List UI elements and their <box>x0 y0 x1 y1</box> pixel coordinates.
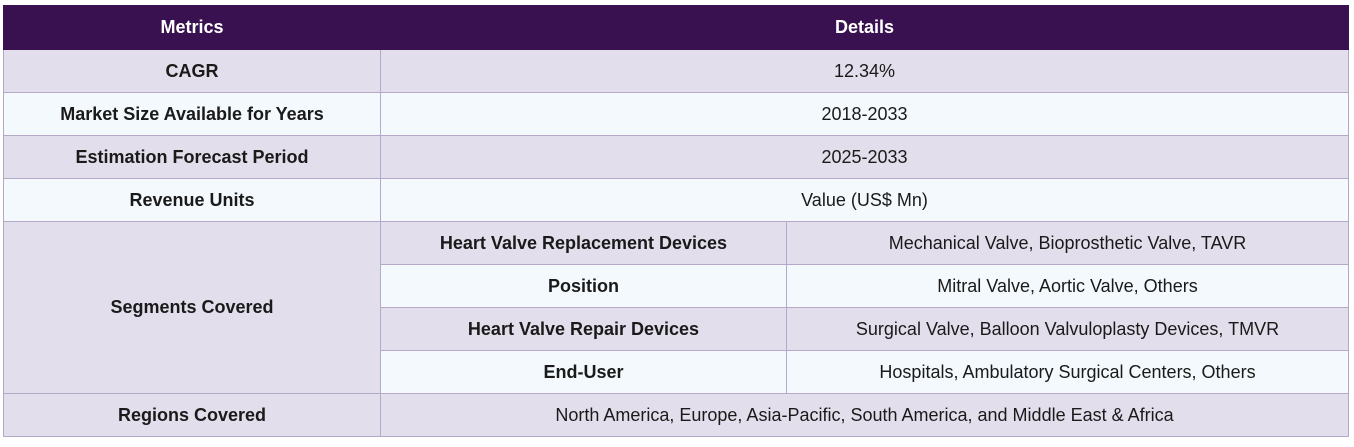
row-value: North America, Europe, Asia-Pacific, Sou… <box>380 393 1349 437</box>
segment-value: Mitral Valve, Aortic Valve, Others <box>786 264 1349 308</box>
details-header: Details <box>380 5 1349 50</box>
table-row-forecast: Estimation Forecast Period 2025-2033 <box>3 135 1349 179</box>
row-label: Market Size Available for Years <box>3 92 381 136</box>
table-row-market-size: Market Size Available for Years 2018-203… <box>3 92 1349 136</box>
table-row-segment: Position Mitral Valve, Aortic Valve, Oth… <box>3 264 1349 308</box>
segment-name: Position <box>380 264 787 308</box>
row-label: CAGR <box>3 49 381 93</box>
row-label: Estimation Forecast Period <box>3 135 381 179</box>
row-value: Value (US$ Mn) <box>380 178 1349 222</box>
row-value: 2018-2033 <box>380 92 1349 136</box>
segments-label: Segments Covered <box>3 221 381 394</box>
metrics-header: Metrics <box>3 5 381 50</box>
table-row-segment: Heart Valve Repair Devices Surgical Valv… <box>3 307 1349 351</box>
table-row-regions: Regions Covered North America, Europe, A… <box>3 393 1349 437</box>
row-value: 12.34% <box>380 49 1349 93</box>
segment-value: Mechanical Valve, Bioprosthetic Valve, T… <box>786 221 1349 265</box>
table-row-revenue: Revenue Units Value (US$ Mn) <box>3 178 1349 222</box>
report-metrics-table: Metrics Details CAGR 12.34% Market Size … <box>3 5 1349 437</box>
row-label: Revenue Units <box>3 178 381 222</box>
segment-value: Surgical Valve, Balloon Valvuloplasty De… <box>786 307 1349 351</box>
segment-name: Heart Valve Repair Devices <box>380 307 787 351</box>
table-row-cagr: CAGR 12.34% <box>3 49 1349 93</box>
segment-value: Hospitals, Ambulatory Surgical Centers, … <box>786 350 1349 394</box>
segment-name: End-User <box>380 350 787 394</box>
table-header-row: Metrics Details <box>3 5 1349 50</box>
segment-name: Heart Valve Replacement Devices <box>380 221 787 265</box>
table-row-segment: Segments Covered Heart Valve Replacement… <box>3 221 1349 394</box>
row-value: 2025-2033 <box>380 135 1349 179</box>
row-label: Regions Covered <box>3 393 381 437</box>
